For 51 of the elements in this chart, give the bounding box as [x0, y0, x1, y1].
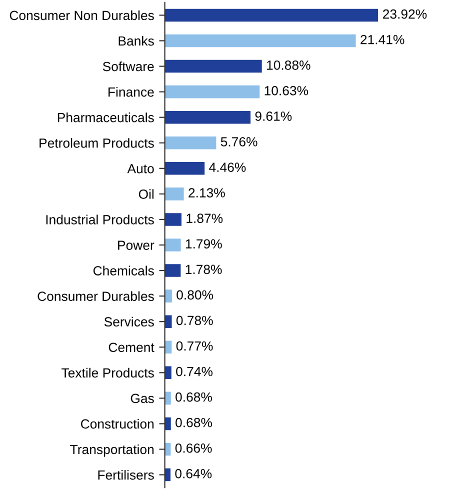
y-tick-label: Services [104, 316, 154, 327]
y-tick-label: Auto [127, 164, 154, 174]
y-tick-label: Chemicals [93, 266, 154, 276]
data-label: 0.68% [176, 392, 212, 402]
data-label: 0.80% [176, 290, 214, 300]
data-label: 2.13% [188, 188, 225, 198]
bar [164, 162, 205, 175]
data-label: 10.88% [267, 60, 310, 70]
bar [164, 110, 251, 124]
y-tick-label: Textile Products [62, 368, 154, 378]
bar [164, 136, 216, 150]
y-tick-label: Finance [108, 87, 154, 97]
data-label: 1.79% [186, 239, 222, 249]
data-label: 0.64% [175, 468, 212, 478]
data-label: 0.77% [176, 341, 213, 351]
y-tick-label: Petroleum Products [40, 138, 154, 148]
y-tick-label: Construction [80, 418, 154, 429]
bar [164, 315, 172, 328]
bar [164, 34, 356, 48]
data-label: 5.76% [220, 137, 258, 146]
y-tick-label: Consumer Non Durables [10, 10, 154, 20]
bar [164, 238, 181, 252]
data-label: 9.61% [255, 112, 292, 121]
data-label: 1.87% [186, 214, 223, 224]
bar [164, 85, 260, 98]
y-tick-label: Gas [130, 394, 154, 404]
data-label: 4.46% [209, 162, 246, 172]
y-tick-label: Industrial Products [46, 214, 154, 224]
data-label: 23.92% [383, 9, 427, 19]
bar [164, 290, 172, 302]
y-tick-label: Software [102, 62, 154, 72]
y-tick-label: Fertilisers [98, 470, 154, 480]
data-label: 0.68% [176, 418, 212, 428]
y-tick-label: Transportation [70, 444, 154, 457]
data-label: 21.41% [360, 34, 404, 44]
data-label: 0.66% [175, 443, 212, 453]
data-label: 1.78% [186, 264, 222, 274]
data-label: 0.74% [176, 366, 213, 376]
y-tick-label: Pharmaceuticals [58, 112, 154, 122]
bar [164, 264, 181, 277]
bar [164, 213, 182, 226]
y-tick-label: Oil [138, 189, 154, 199]
y-tick-label: Power [118, 240, 154, 250]
y-tick-label: Consumer Durables [38, 291, 154, 301]
bar [164, 60, 262, 73]
y-tick-label: Banks [118, 36, 154, 46]
bar [164, 8, 378, 22]
data-label: 10.63% [264, 86, 308, 96]
data-label: 0.78% [176, 316, 213, 326]
y-tick-label: Cement [108, 342, 154, 352]
bar [164, 188, 184, 200]
